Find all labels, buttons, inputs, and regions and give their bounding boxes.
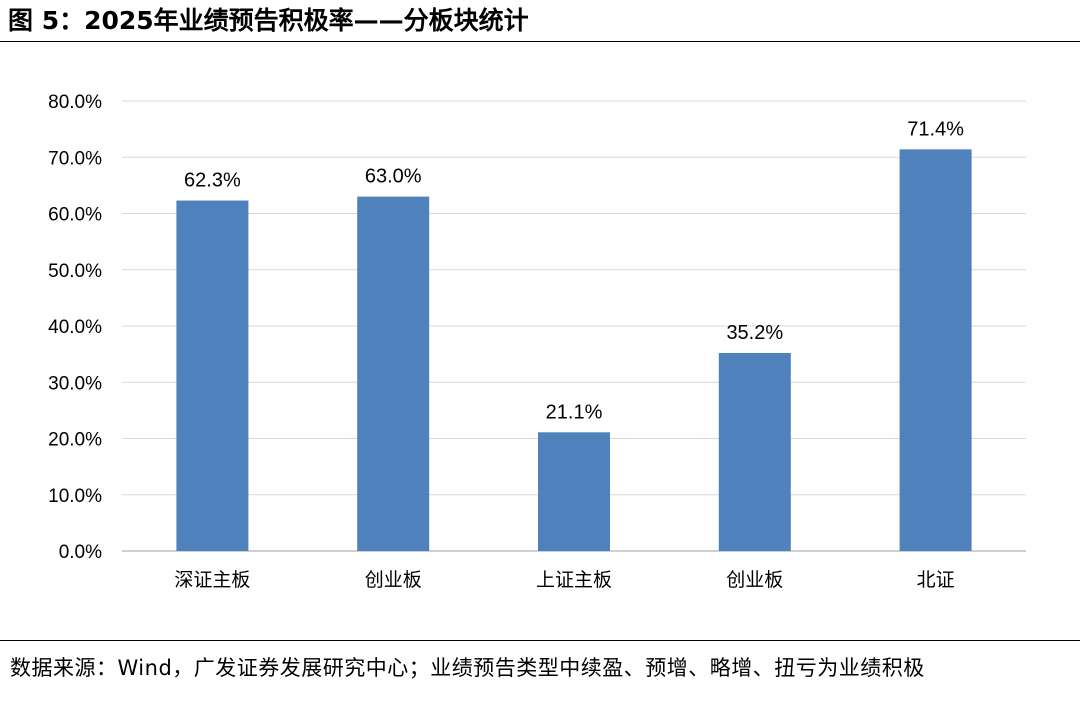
bar-value-label: 21.1% — [546, 401, 603, 423]
y-tick-label: 0.0% — [59, 542, 102, 563]
bar-value-label: 35.2% — [726, 322, 783, 344]
bar-value-label: 71.4% — [907, 118, 964, 140]
figure-title: 图 5：2025年业绩预告积极率——分板块统计 — [8, 6, 529, 35]
bar-value-label: 63.0% — [365, 166, 422, 188]
data-labels: 62.3% 63.0% 21.1% 35.2% 71.4% — [184, 118, 964, 423]
y-tick-label: 10.0% — [48, 486, 102, 507]
y-tick-label: 40.0% — [48, 317, 102, 338]
category-label: 创业板 — [365, 569, 422, 591]
y-tick-label: 30.0% — [48, 373, 102, 394]
y-tick-label: 50.0% — [48, 261, 102, 282]
bar-chart: 0.0% 10.0% 20.0% 30.0% 40.0% 50.0% 60.0% 70.0% 8… — [48, 92, 1026, 591]
category-label: 上证主板 — [536, 569, 612, 591]
category-label: 北证 — [917, 569, 955, 591]
bar — [357, 196, 430, 551]
bar — [899, 149, 972, 551]
x-axis-category-labels: 深证主板 创业板 上证主板 创业板 北证 — [174, 569, 954, 591]
category-label: 深证主板 — [174, 569, 250, 591]
bars — [176, 149, 972, 551]
gridlines — [122, 100, 1026, 552]
bar — [538, 432, 610, 551]
y-axis-tick-labels: 0.0% 10.0% 20.0% 30.0% 40.0% 50.0% 60.0% 70.0% 8… — [48, 92, 102, 563]
y-tick-label: 70.0% — [48, 148, 102, 169]
category-label: 创业板 — [726, 569, 783, 591]
bar — [718, 353, 791, 551]
title-rule — [0, 41, 1080, 42]
y-tick-label: 20.0% — [48, 430, 102, 451]
source-note: 数据来源：Wind，广发证券发展研究中心；业绩预告类型中续盈、预增、略增、扭亏为… — [10, 656, 925, 680]
y-tick-label: 80.0% — [48, 92, 102, 113]
y-tick-label: 60.0% — [48, 205, 102, 226]
bar-value-label: 62.3% — [184, 170, 241, 192]
source-rule — [0, 640, 1080, 641]
bar — [176, 200, 249, 551]
